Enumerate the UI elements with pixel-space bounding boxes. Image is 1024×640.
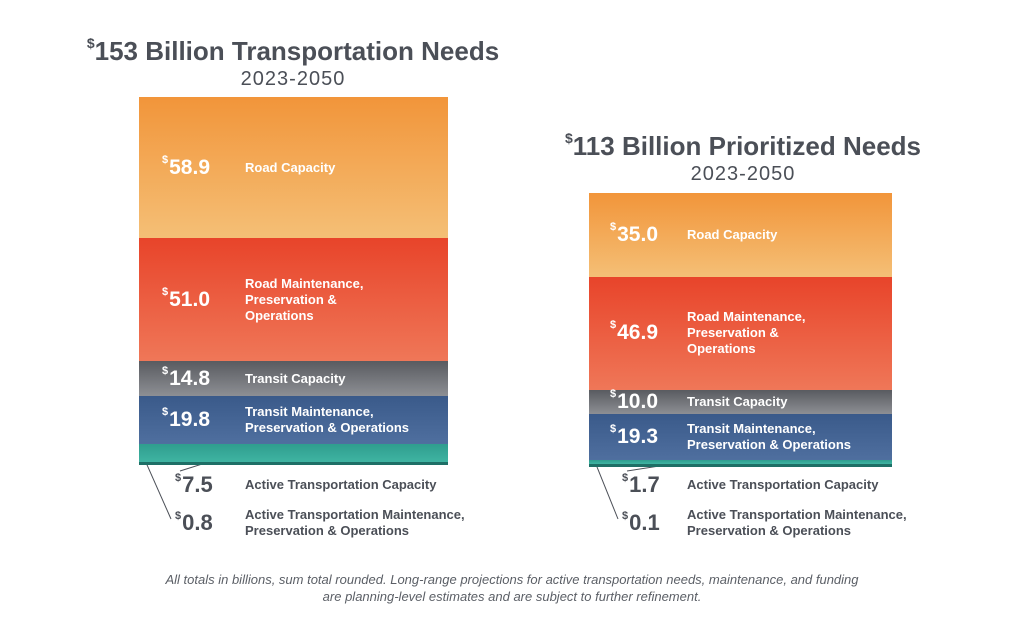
- currency-symbol: $: [175, 509, 182, 522]
- title-text: 153 Billion Transportation Needs: [94, 36, 500, 66]
- title-currency-symbol: $: [564, 130, 573, 147]
- bar-segment: [589, 389, 892, 414]
- segment-value-label: $0.8: [175, 510, 213, 536]
- value-number: 19.8: [169, 408, 210, 432]
- currency-symbol: $: [622, 471, 629, 484]
- value-number: 0.1: [629, 510, 660, 535]
- bar-segment: [139, 461, 448, 465]
- value-number: 10.0: [617, 389, 658, 413]
- currency-symbol: $: [162, 364, 169, 377]
- currency-symbol: $: [162, 285, 169, 298]
- bar-segment: [139, 97, 448, 239]
- segment-value-label: $0.1: [622, 510, 660, 536]
- currency-symbol: $: [610, 221, 617, 233]
- segment-category-label: Active Transportation Capacity: [687, 477, 879, 492]
- bar-segment: [139, 443, 448, 462]
- currency-symbol: $: [610, 422, 617, 435]
- chart-title: $153 Billion Transportation Needs: [86, 35, 500, 67]
- segment-category-label: Transit Capacity: [687, 393, 788, 409]
- segment-value-label: $58.9: [162, 153, 210, 180]
- segment-value-label: $19.3: [610, 422, 658, 449]
- segment-category-label: Active Transportation Maintenance, Prese…: [245, 507, 465, 538]
- segment-value-label: $46.9: [610, 319, 658, 345]
- value-number: 46.9: [617, 321, 658, 345]
- currency-symbol: $: [175, 471, 182, 484]
- bar-segment: [139, 360, 448, 397]
- value-number: 14.8: [169, 366, 210, 390]
- bar-segment: [589, 193, 892, 277]
- segment-value-label: $51.0: [162, 285, 210, 312]
- bar-segment: [589, 277, 892, 390]
- bar-segment: [589, 459, 892, 464]
- segment-value-label: $35.0: [610, 221, 658, 247]
- segment-value-label: $19.8: [162, 406, 210, 432]
- value-number: 35.0: [617, 223, 658, 246]
- bar-segment: [139, 396, 448, 444]
- footnote-line-2: are planning-level estimates and are sub…: [322, 589, 702, 604]
- segment-category-label: Active Transportation Capacity: [245, 477, 437, 492]
- value-number: 1.7: [629, 472, 660, 497]
- leader-line: [146, 464, 172, 520]
- bar-segment: [139, 238, 448, 361]
- currency-symbol: $: [622, 509, 629, 522]
- segment-value-label: $1.7: [622, 472, 660, 498]
- footnote: All totals in billions, sum total rounde…: [0, 571, 1024, 605]
- title-text: 113 Billion Prioritized Needs: [572, 131, 922, 161]
- currency-symbol: $: [610, 387, 617, 400]
- segment-value-label: $14.8: [162, 364, 210, 391]
- value-number: 58.9: [169, 155, 210, 179]
- currency-symbol: $: [162, 153, 169, 166]
- segment-category-label: Road Maintenance, Preservation & Operati…: [245, 275, 364, 323]
- chart-subtitle: 2023-2050: [690, 163, 796, 185]
- segment-category-label: Transit Maintenance, Preservation & Oper…: [245, 404, 409, 436]
- segment-category-label: Transit Capacity: [245, 370, 346, 386]
- value-number: 19.3: [617, 424, 658, 448]
- title-currency-symbol: $: [86, 35, 95, 52]
- value-number: 51.0: [169, 287, 210, 311]
- bar-segment: [589, 413, 892, 460]
- footnote-line-1: All totals in billions, sum total rounde…: [165, 572, 859, 587]
- chart-subtitle: 2023-2050: [240, 68, 346, 90]
- currency-symbol: $: [610, 319, 617, 332]
- segment-category-label: Transit Maintenance, Preservation & Oper…: [687, 420, 851, 452]
- currency-symbol: $: [162, 406, 169, 419]
- segment-category-label: Active Transportation Maintenance, Prese…: [687, 507, 907, 538]
- value-number: 7.5: [182, 472, 213, 497]
- segment-value-label: $10.0: [610, 387, 658, 414]
- chart-title: $113 Billion Prioritized Needs: [564, 130, 922, 162]
- bar-segment: [589, 463, 892, 467]
- segment-category-label: Road Capacity: [245, 159, 336, 175]
- segment-category-label: Road Maintenance, Preservation & Operati…: [687, 309, 806, 357]
- segment-value-label: $7.5: [175, 472, 213, 498]
- leader-line: [596, 466, 619, 520]
- segment-category-label: Road Capacity: [687, 227, 778, 242]
- value-number: 0.8: [182, 510, 213, 535]
